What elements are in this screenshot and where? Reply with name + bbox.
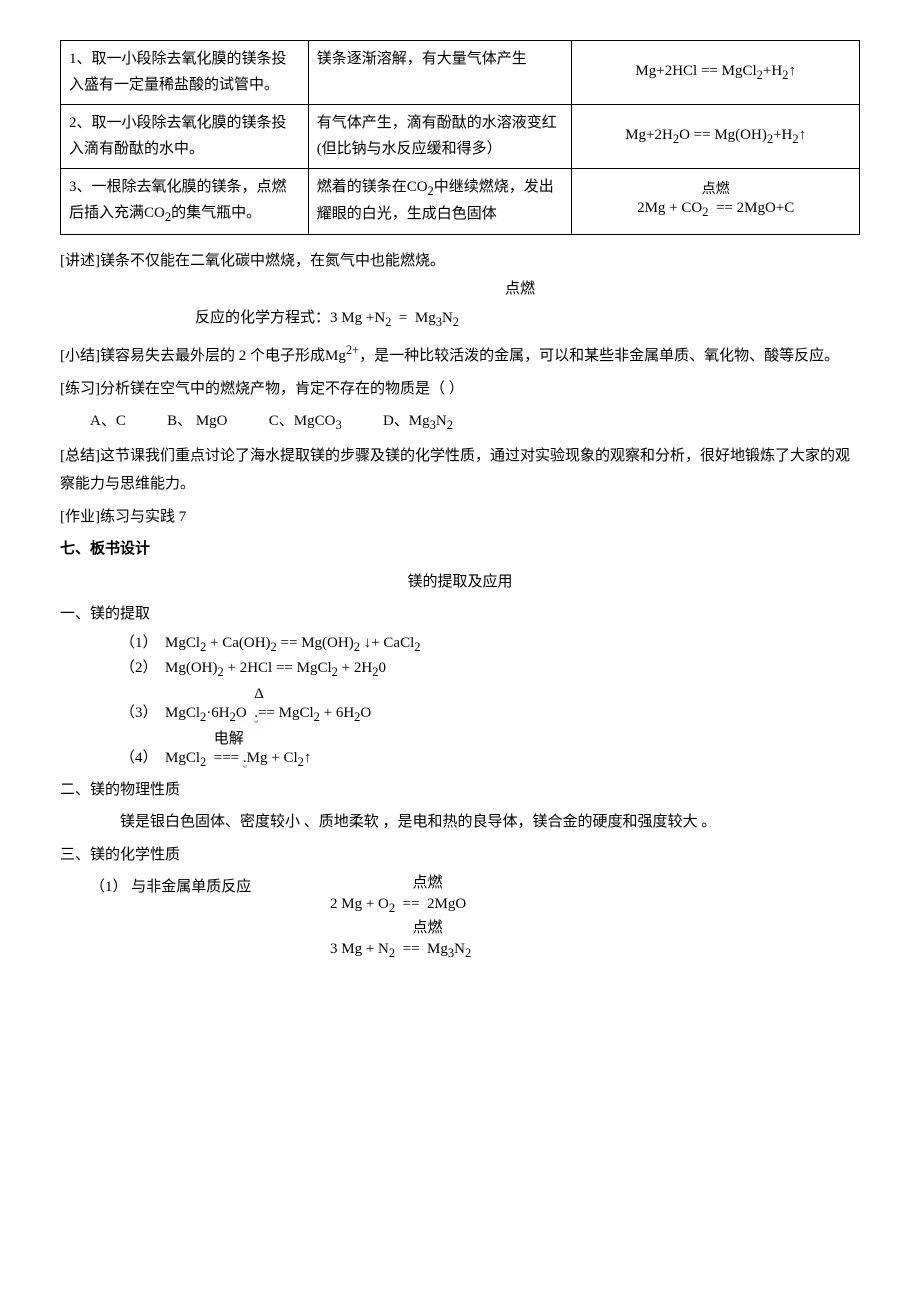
condition-label: 点燃 [60, 279, 860, 300]
condition-label: 点燃 [637, 181, 794, 199]
cell-observation: 有气体产生，滴有酚酞的水溶液变红(但比钠与水反应缓和得多） [308, 105, 572, 169]
cell-observation: 镁条逐渐溶解，有大量气体产生 [308, 41, 572, 105]
body-text: 镁是银白色固体、密度较小 、质地柔软 ，是电和热的良导体，镁合金的硬度和强度较大… [60, 808, 860, 837]
equation-text: 3 Mg +N2 = Mg3N2 [330, 310, 459, 326]
choice-a: A、C [90, 407, 126, 436]
subitem-row: （1） 与非金属单质反应 点燃 2 Mg + O2 == 2MgO 点燃 3 M… [60, 873, 860, 962]
cell-procedure: 3、一根除去氧化膜的镁条，点燃后插入充满CO2的集气瓶中。 [61, 169, 309, 235]
equation-line: （4） MgCl2 === .Mg + Cl2↑ [60, 748, 860, 772]
subsection-heading: 一、镁的提取 [60, 600, 860, 629]
condition-symbol: Δ [254, 686, 264, 702]
equation-line: （1） MgCl2 + Ca(OH)2 == Mg(OH)2 ↓+ CaCl2 [60, 633, 860, 657]
choice-b: B、 MgO [167, 407, 227, 436]
conclusion-text: [总结]这节课我们重点讨论了海水提取镁的步骤及镁的化学性质，通过对实验现象的观察… [60, 442, 860, 499]
table-row: 2、取一小段除去氧化膜的镁条投入滴有酚酞的水中。 有气体产生，滴有酚酞的水溶液变… [61, 105, 860, 169]
equation-text: 2 Mg + O2 == 2MgO [330, 894, 471, 918]
choice-c: C、MgCO3 [269, 407, 342, 438]
equation-line: （2） Mg(OH)2 + 2HCl == MgCl2 + 2H20 [60, 658, 860, 682]
cell-observation: 燃着的镁条在CO2中继续燃烧，发出耀眼的白光，生成白色固体 [308, 169, 572, 235]
cell-equation: Mg+2H2O == Mg(OH)2+H2↑ [572, 105, 860, 169]
equation-label: 反应的化学方程式： [195, 310, 330, 326]
table-row: 1、取一小段除去氧化膜的镁条投入盛有一定量稀盐酸的试管中。 镁条逐渐溶解，有大量… [61, 41, 860, 105]
exercise-text: [练习]分析镁在空气中的燃烧产物，肯定不存在的物质是（ ） [60, 375, 860, 404]
choice-d: D、Mg3N2 [383, 407, 453, 438]
equation-text: 2Mg + CO2 == 2MgO+C [637, 199, 794, 220]
homework-text: [作业]练习与实践 7 [60, 503, 860, 532]
subitem-label: （1） 与非金属单质反应 [60, 873, 330, 962]
experiment-table: 1、取一小段除去氧化膜的镁条投入盛有一定量稀盐酸的试管中。 镁条逐渐溶解，有大量… [60, 40, 860, 235]
subsection-heading: 三、镁的化学性质 [60, 841, 860, 870]
cell-procedure: 1、取一小段除去氧化膜的镁条投入盛有一定量稀盐酸的试管中。 [61, 41, 309, 105]
choice-row: A、C B、 MgO C、MgCO3 D、Mg3N2 [60, 407, 860, 438]
cell-procedure: 2、取一小段除去氧化膜的镁条投入滴有酚酞的水中。 [61, 105, 309, 169]
cell-equation: 点燃 2Mg + CO2 == 2MgO+C [572, 169, 860, 235]
equation-text: 3 Mg + N2 == Mg3N2 [330, 939, 471, 963]
condition-label: 点燃 [330, 873, 471, 894]
equation-line: （3） MgCl2·6H2O .== MgCl2 + 6H2O [60, 703, 860, 727]
lecture-text: [讲述]镁条不仅能在二氧化碳中燃烧，在氮气中也能燃烧。 [60, 247, 860, 276]
board-title: 镁的提取及应用 [60, 568, 860, 597]
cell-equation: Mg+2HCl == MgCl2+H2↑ [572, 41, 860, 105]
condition-label: 点燃 [330, 918, 471, 939]
condition-symbol: 电解 [214, 731, 244, 747]
section-heading: 七、板书设计 [60, 535, 860, 564]
summary-text: [小结]镁容易失去最外层的 2 个电子形成Mg2+，是一种比较活泼的金属，可以和… [60, 339, 860, 371]
equation-line: 反应的化学方程式：3 Mg +N2 = Mg3N2 [60, 304, 860, 335]
subsection-heading: 二、镁的物理性质 [60, 776, 860, 805]
table-row: 3、一根除去氧化膜的镁条，点燃后插入充满CO2的集气瓶中。 燃着的镁条在CO2中… [61, 169, 860, 235]
